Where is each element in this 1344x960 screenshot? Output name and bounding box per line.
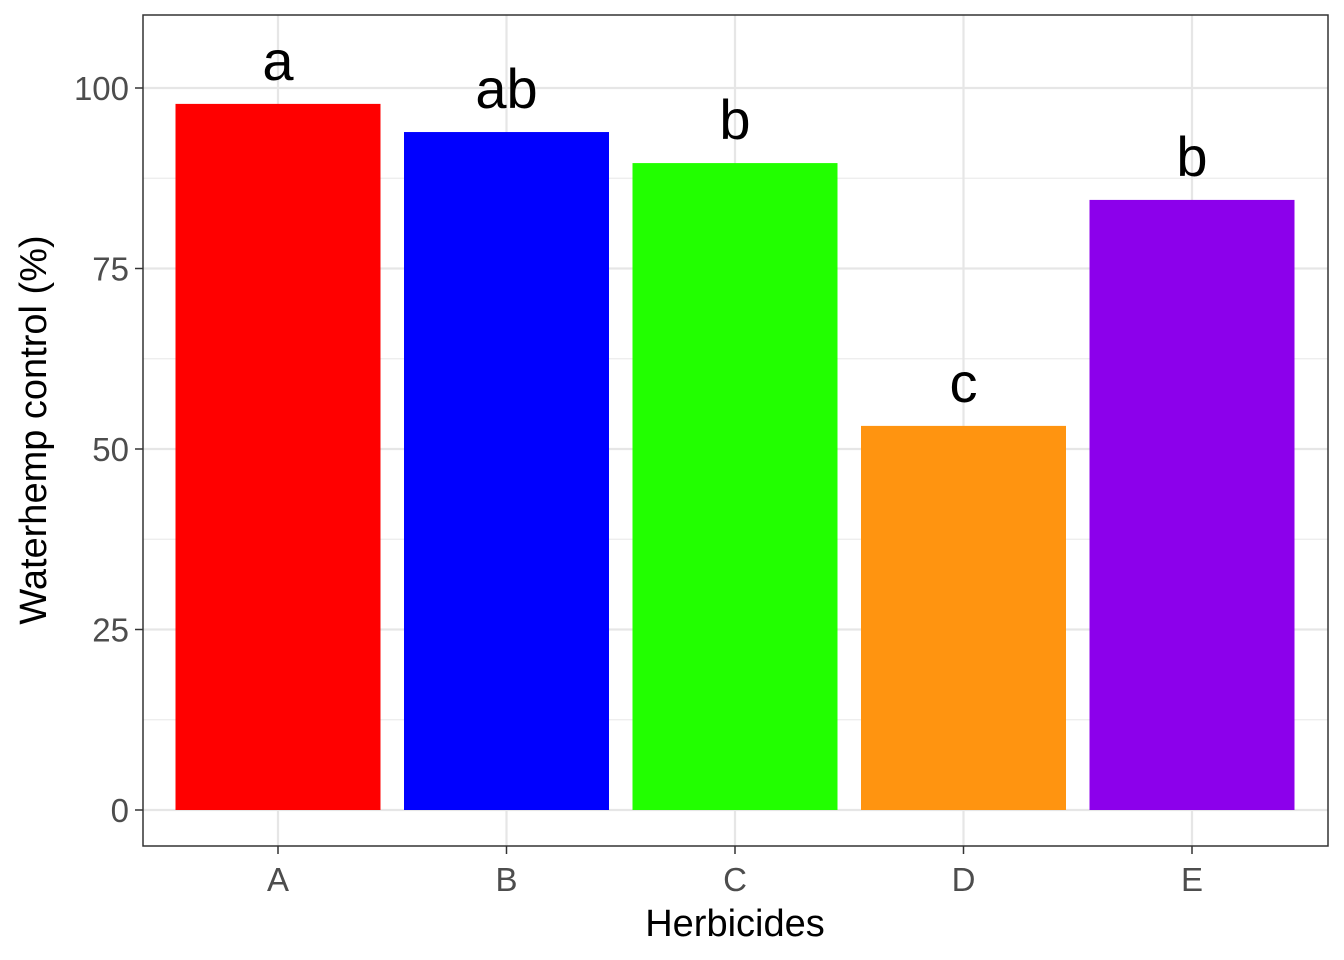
bar-C: [632, 163, 838, 810]
y-tick-label: 25: [92, 612, 129, 649]
bar-A: [175, 103, 381, 810]
significance-letter-C: b: [719, 88, 750, 151]
x-axis: A B C D E: [267, 846, 1203, 898]
y-axis: 0 25 50 75 100: [74, 70, 143, 829]
bars: [175, 103, 1295, 811]
y-tick-label: 50: [92, 431, 129, 468]
x-tick-label-A: A: [267, 861, 289, 898]
y-tick-label: 0: [111, 792, 129, 829]
bar-E: [1089, 199, 1295, 810]
significance-letter-B: ab: [475, 57, 537, 120]
x-tick-label-E: E: [1181, 861, 1203, 898]
significance-letter-E: b: [1176, 125, 1207, 188]
y-axis-title: Waterhemp control (%): [13, 235, 55, 624]
significance-labels: a ab b c b: [262, 29, 1207, 414]
significance-letter-D: c: [950, 351, 978, 414]
bar-B: [404, 132, 609, 811]
bar-D: [861, 425, 1066, 810]
x-tick-label-D: D: [952, 861, 976, 898]
y-tick-label: 75: [92, 251, 129, 288]
x-axis-title: Herbicides: [645, 903, 825, 945]
y-tick-label: 100: [74, 70, 129, 107]
significance-letter-A: a: [262, 29, 294, 92]
x-tick-label-B: B: [495, 861, 517, 898]
x-tick-label-C: C: [723, 861, 747, 898]
